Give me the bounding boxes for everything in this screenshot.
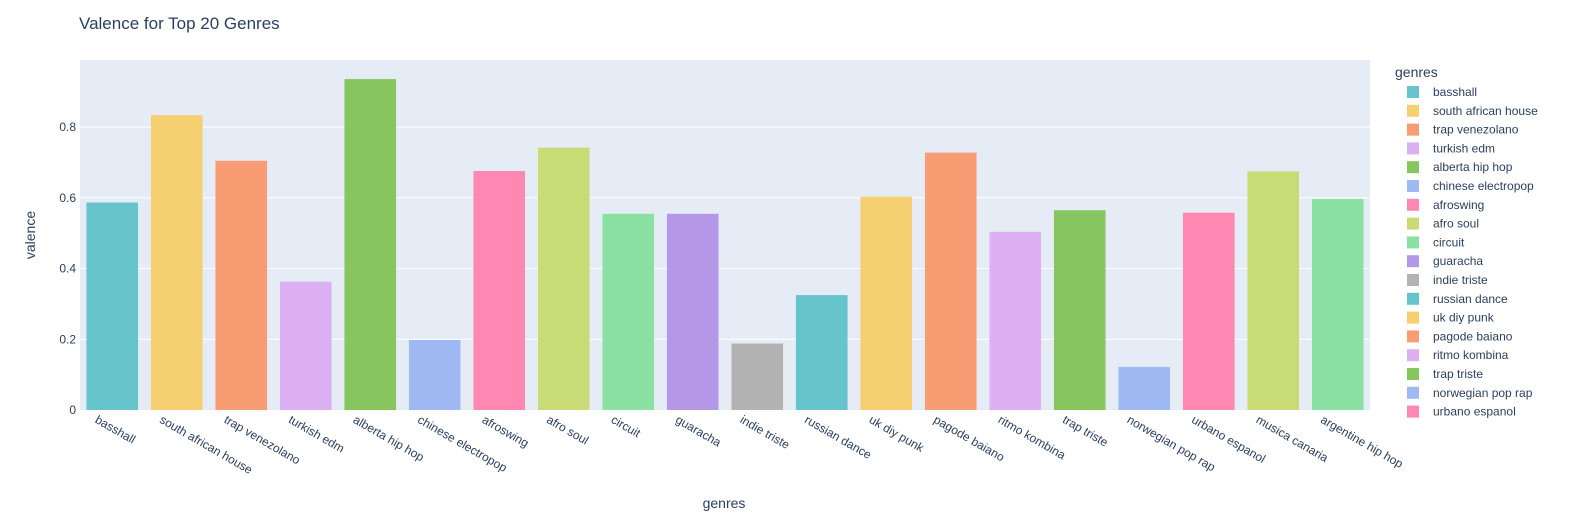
x-tick-label: pagode baiano [931, 412, 1007, 464]
bar-pagode-baiano[interactable] [924, 152, 977, 410]
legend-swatch[interactable] [1407, 386, 1419, 399]
bar-alberta-hip-hop[interactable] [344, 79, 397, 410]
bar-musica-canaria[interactable] [1247, 171, 1300, 410]
bars [86, 79, 1364, 411]
legend-item-label[interactable]: trap venezolano [1433, 123, 1519, 137]
legend-item-label[interactable]: turkish edm [1433, 141, 1495, 155]
legend-item-label[interactable]: norwegian pop rap [1433, 386, 1533, 400]
legend[interactable]: genres basshall south african house trap v… [1395, 64, 1538, 437]
bar-south-african-house[interactable] [150, 115, 203, 410]
legend-swatch[interactable] [1407, 292, 1419, 305]
legend-swatch[interactable] [1407, 104, 1419, 117]
legend-swatch[interactable] [1407, 274, 1419, 286]
bar-trap-venezolano[interactable] [215, 160, 268, 410]
x-axis-title: genres [703, 495, 746, 511]
legend-item-label[interactable]: trap triste [1433, 367, 1483, 381]
bar-argentine-hip-hop[interactable] [1311, 198, 1364, 410]
bar-urbano-espanol[interactable] [1182, 212, 1235, 410]
y-tick-labels: 0 0.2 0.4 0.6 0.8 [59, 120, 76, 417]
legend-item-label[interactable]: indie triste [1433, 273, 1488, 287]
x-tick-label: uk diy punk [867, 412, 927, 455]
bar-trap-triste[interactable] [1053, 210, 1106, 410]
x-tick-label: afro soul [544, 412, 591, 447]
x-tick-label: afroswing [480, 412, 531, 450]
y-tick-label: 0.8 [59, 120, 76, 134]
y-axis-title: valence [22, 211, 38, 259]
x-tick-label: circuit [609, 412, 644, 440]
legend-swatch[interactable] [1407, 255, 1419, 268]
y-tick-label: 0.4 [59, 262, 76, 276]
x-tick-label: guaracha [673, 412, 724, 449]
y-tick-label: 0.2 [59, 332, 76, 346]
bar-chinese-electropop[interactable] [408, 340, 461, 410]
bar-afroswing[interactable] [473, 171, 526, 410]
x-tick-label: indie triste [738, 412, 793, 452]
legend-swatch[interactable] [1407, 424, 1419, 436]
legend-item-label[interactable]: russian dance [1433, 292, 1508, 306]
legend-swatch[interactable] [1407, 86, 1419, 98]
bar-russian-dance[interactable] [795, 295, 848, 410]
legend-item-label[interactable]: musica canaria [1433, 423, 1514, 437]
x-tick-label: argentine hip hop [1318, 412, 1406, 471]
legend-swatch[interactable] [1407, 311, 1419, 324]
bar-turkish-edm[interactable] [279, 281, 332, 410]
y-tick-label: 0 [69, 403, 76, 417]
bar-afro-soul[interactable] [537, 147, 590, 411]
legend-title: genres [1395, 64, 1438, 80]
x-tick-label: alberta hip hop [351, 412, 427, 464]
legend-swatch[interactable] [1407, 236, 1419, 249]
legend-swatch[interactable] [1407, 161, 1419, 174]
legend-item-label[interactable]: ritmo kombina [1433, 348, 1509, 362]
bar-indie-triste[interactable] [731, 343, 784, 410]
bar-norwegian-pop-rap[interactable] [1118, 366, 1171, 410]
chart-title: Valence for Top 20 Genres [79, 14, 280, 33]
x-tick-label: turkish edm [286, 412, 347, 455]
legend-swatch[interactable] [1407, 198, 1419, 211]
x-tick-label: russian dance [802, 412, 874, 462]
legend-swatch[interactable] [1407, 142, 1419, 155]
y-tick-label: 0.6 [59, 191, 76, 205]
x-tick-label: basshall [93, 412, 138, 446]
legend-swatch[interactable] [1407, 123, 1419, 136]
x-tick-label: trap triste [1060, 412, 1111, 449]
bar-circuit[interactable] [602, 213, 655, 410]
legend-swatch[interactable] [1407, 217, 1419, 230]
legend-swatch[interactable] [1407, 330, 1419, 343]
bar-ritmo-kombina[interactable] [989, 231, 1042, 410]
legend-item-label[interactable]: afroswing [1433, 198, 1484, 212]
bar-uk-diy-punk[interactable] [860, 196, 913, 410]
legend-item-label[interactable]: chinese electropop [1433, 179, 1534, 193]
legend-item-label[interactable]: south african house [1433, 104, 1538, 118]
bar-basshall[interactable] [86, 202, 139, 410]
legend-swatch[interactable] [1407, 349, 1419, 362]
legend-swatch[interactable] [1407, 368, 1419, 380]
legend-item-label[interactable]: alberta hip hop [1433, 160, 1513, 174]
plot-background [80, 60, 1370, 410]
legend-item-label[interactable]: urbano espanol [1433, 405, 1516, 419]
legend-item-label[interactable]: guaracha [1433, 254, 1483, 268]
legend-item-label[interactable]: circuit [1433, 235, 1465, 249]
y-gridlines [80, 126, 1370, 340]
bar-guaracha[interactable] [666, 213, 719, 410]
x-tick-label: ritmo kombina [996, 412, 1069, 462]
legend-item-label[interactable]: afro soul [1433, 217, 1479, 231]
legend-item-label[interactable]: uk diy punk [1433, 311, 1495, 325]
legend-item-label[interactable]: basshall [1433, 85, 1477, 99]
legend-swatch[interactable] [1407, 405, 1419, 418]
legend-item-label[interactable]: pagode baiano [1433, 329, 1513, 343]
legend-swatch[interactable] [1407, 180, 1419, 192]
